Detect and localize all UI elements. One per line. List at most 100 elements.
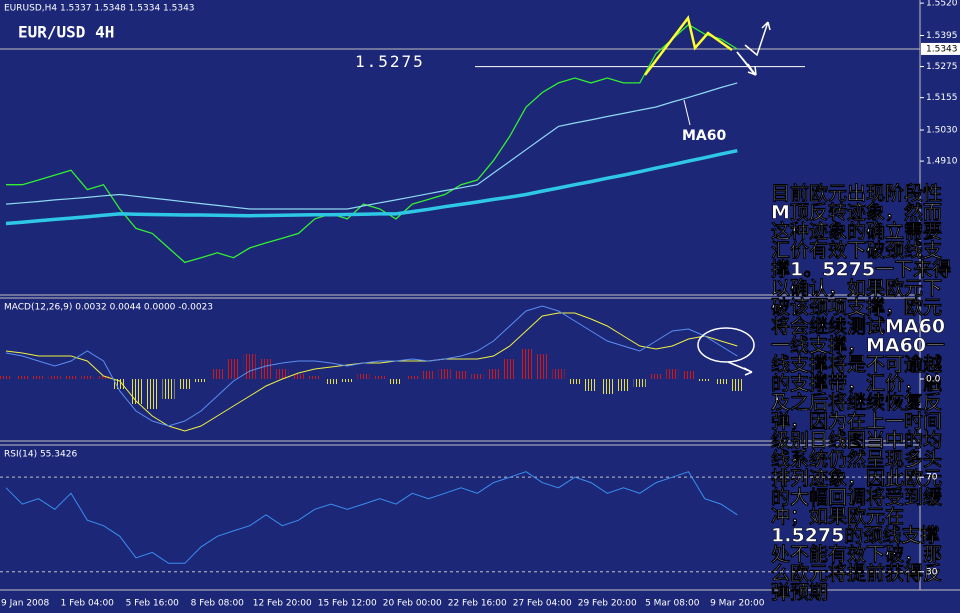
macd-bar (48, 376, 61, 379)
last-price-box (921, 42, 960, 55)
macd-bar (65, 376, 77, 379)
neckline-label: 1.5275 (355, 52, 425, 71)
x-tick-label: 1 Feb 04:00 (61, 599, 115, 609)
x-tick-label: 27 Feb 04:00 (513, 599, 572, 609)
macd-bar (357, 374, 370, 379)
macd-bar (568, 379, 581, 384)
x-tick-label: 29 Feb 20:00 (578, 599, 637, 609)
y-tick-label: 1.5395 (926, 31, 958, 41)
macd-bar (682, 371, 695, 379)
series-line (5, 471, 738, 564)
ma60-pointer (683, 99, 691, 126)
down-arrow (736, 51, 757, 76)
annotation-text: M顶反转迹象，然而 (771, 201, 942, 224)
macd-bar (731, 379, 744, 391)
macd-bar (487, 369, 500, 379)
macd-bar (601, 379, 614, 394)
annotation-text: 以确认，如果欧元下 (771, 277, 942, 300)
annotation-arrows (644, 15, 771, 376)
x-tick-label: 20 Feb 00:00 (383, 599, 442, 609)
m-top-highlight (644, 15, 733, 76)
macd-bar (276, 369, 289, 379)
series-line (5, 148, 738, 226)
x-tick-label: 5 Mar 08:00 (645, 599, 700, 609)
macd-arrow (727, 361, 753, 376)
annotation-text: 这种迹象的确立需要 (771, 220, 942, 243)
macd-bar (650, 374, 662, 379)
y-tick-label: 0.0 (926, 375, 941, 385)
macd-bar (16, 376, 29, 379)
annotation-text: 弹预期 (771, 581, 828, 604)
macd-bar (585, 379, 597, 391)
macd-bar (162, 379, 175, 399)
y-tick-label: 1.5030 (926, 126, 958, 136)
macd-bar (97, 376, 110, 379)
x-tick-label: 29 Jan 2008 (0, 599, 49, 609)
y-tick-label: 70 (926, 473, 938, 483)
series-line (6, 23, 738, 264)
macd-bar (32, 376, 45, 379)
macd-circle (697, 327, 755, 363)
macd-bar (243, 354, 256, 379)
macd-bar (698, 379, 711, 381)
series-line (5, 82, 738, 210)
last-price-label: 1.5343 (926, 44, 958, 54)
macd-bar (308, 376, 321, 379)
series-label: MA60 (682, 128, 727, 144)
annotation-text: 么欧元将提前获得反 (771, 562, 942, 585)
annotation-text: 目前欧元出现阶段性 (771, 182, 942, 205)
macd-bar (211, 369, 224, 379)
macd-bar (520, 349, 532, 379)
macd-bar (325, 379, 337, 384)
annotation-text: 冲；如果欧元在 (771, 505, 904, 528)
macd-bar (617, 379, 630, 391)
macd-bar (390, 379, 402, 384)
macd-bar (406, 376, 419, 379)
macd-bar (0, 376, 12, 379)
macd-bar (227, 359, 240, 379)
annotation-text: 1.5275的颈线支撑 (771, 524, 939, 547)
macd-bar (113, 379, 126, 389)
macd-bar (536, 354, 549, 379)
annotation-text: 破该颈项支撑，欧元 (771, 296, 942, 319)
macd-bar (422, 371, 435, 379)
y-tick-label: 1.5275 (926, 62, 958, 72)
up-arrow (744, 21, 771, 57)
x-tick-label: 9 Mar 20:00 (710, 599, 765, 609)
y-tick-label: 1.5155 (926, 93, 958, 103)
macd-bar (81, 376, 94, 379)
macd-bar (373, 376, 386, 379)
x-tick-label: 8 Feb 08:00 (191, 599, 245, 609)
y-tick-label: 1.5520 (926, 0, 958, 9)
macd-bar (438, 369, 451, 379)
macd-bar (666, 369, 679, 379)
macd-bar (178, 379, 191, 389)
annotation-text: 的支撑带，汇价，触 (771, 372, 942, 395)
macd-bar (146, 379, 159, 409)
macd-bar (715, 379, 727, 384)
x-tick-label: 22 Feb 16:00 (448, 599, 507, 609)
annotation-text: 将会继续测试MA60 (771, 315, 945, 338)
annotation-text: 线支撑将是不可逾越 (771, 353, 943, 376)
annotation-text: 汇价有效下破颈线支 (771, 239, 943, 262)
annotation-text: 及之后将继续恢复反 (771, 391, 942, 414)
macd-header: MACD(12,26,9) 0.0032 0.0044 0.0000 -0.00… (4, 303, 213, 313)
rsi-header: RSI(14) 55.3426 (4, 450, 77, 460)
macd-bar (455, 371, 467, 379)
macd-bar (633, 379, 646, 387)
annotation-text: 级别日线图当中的均 (771, 429, 942, 452)
x-tick-label: 12 Feb 20:00 (253, 599, 312, 609)
x-tick-label: 15 Feb 12:00 (318, 599, 377, 609)
y-tick-label: 1.4910 (926, 157, 958, 167)
macd-line (5, 305, 738, 427)
price-header: EURUSD,H4 1.5337 1.5348 1.5334 1.5343 (4, 4, 195, 14)
macd-bar (292, 374, 305, 379)
macd-bar (260, 359, 272, 379)
macd-line (5, 312, 738, 432)
chart-title: EUR/USD 4H (18, 23, 114, 42)
annotation-text: 线系统仍然呈现多头 (771, 448, 942, 471)
y-tick-label: 30 (926, 567, 938, 577)
annotation-text: 排列迹象，因此欧元 (771, 467, 942, 490)
